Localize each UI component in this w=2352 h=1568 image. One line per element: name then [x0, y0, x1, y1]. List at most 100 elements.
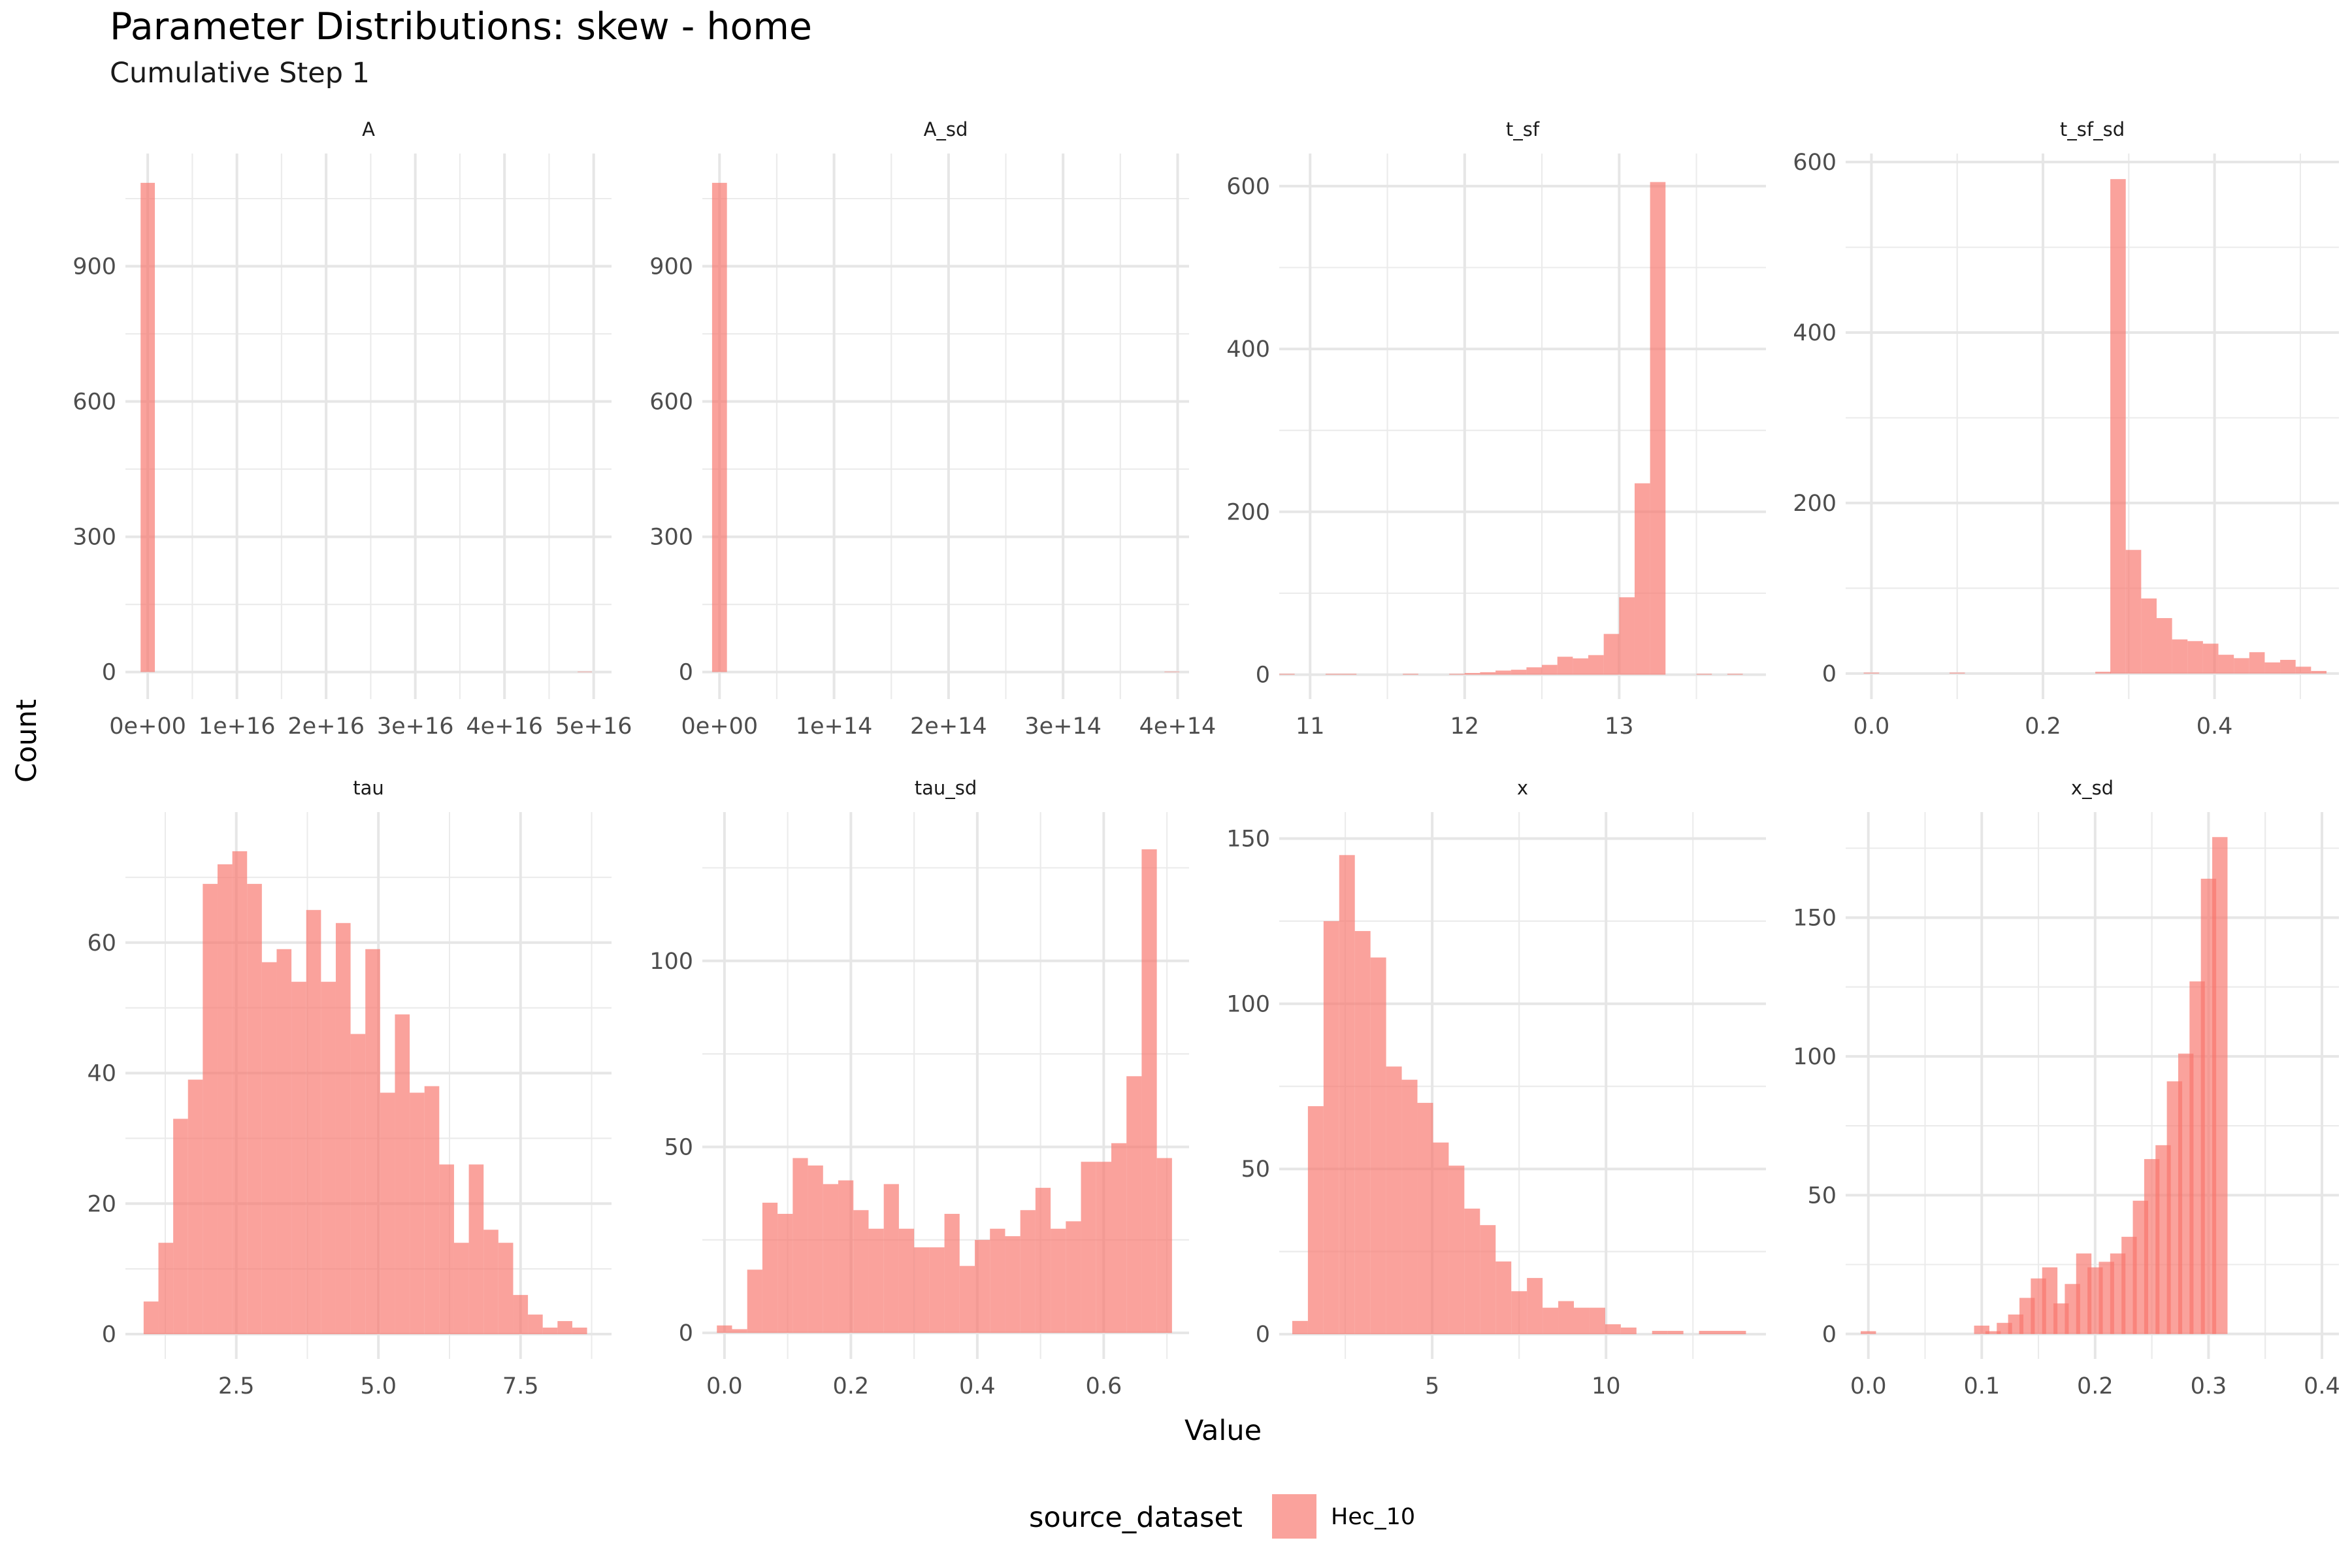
y-tick-label: 100	[1793, 1044, 1837, 1070]
histogram-bar	[868, 1228, 884, 1333]
histogram-bar	[1714, 1331, 1731, 1335]
histogram-bar	[335, 923, 351, 1335]
histogram-bar	[1156, 1158, 1172, 1333]
histogram-bar	[1543, 1307, 1559, 1335]
x-tick-label: 0.2	[833, 1373, 870, 1399]
y-tick-label: 600	[1793, 150, 1837, 176]
histogram-bar	[2141, 598, 2157, 674]
histogram-bar	[1542, 664, 1558, 675]
histogram-bar	[2218, 655, 2234, 674]
x-tick-label: 5.0	[360, 1373, 397, 1399]
histogram-bar	[483, 1230, 498, 1335]
histogram-bar	[572, 1328, 587, 1335]
legend-label-hec10: Hec_10	[1331, 1504, 1415, 1530]
x-tick-label: 10	[1592, 1373, 1621, 1399]
panel-t_sf: t_sf 11 12 13 0 200 400 600	[1226, 118, 1766, 740]
histogram-bar	[1323, 921, 1339, 1335]
histogram-bar	[2125, 549, 2142, 674]
histogram-bar	[929, 1247, 945, 1333]
histogram-bar	[468, 1164, 484, 1335]
x-tick-label: 0.6	[1086, 1373, 1122, 1399]
histogram-bar	[2264, 662, 2281, 674]
histogram-bar	[528, 1315, 543, 1335]
histogram-bar	[959, 1266, 975, 1333]
y-tick-label: 600	[73, 389, 116, 416]
histogram-bar	[1307, 1106, 1324, 1335]
histogram-bar	[2110, 179, 2126, 674]
y-tick-label: 0	[1822, 661, 1837, 687]
x-tick-label: 13	[1605, 713, 1634, 740]
histogram-bar	[1650, 182, 1666, 675]
histogram-bar	[203, 883, 218, 1335]
y-tick-label: 300	[73, 525, 116, 551]
histogram-bar	[557, 1321, 572, 1335]
y-tick-label: 0	[102, 1322, 116, 1348]
histogram-bar	[711, 182, 727, 672]
y-tick-label: 50	[1807, 1183, 1837, 1209]
y-tick-label: 100	[1226, 991, 1270, 1017]
histogram-bar	[2212, 837, 2228, 1334]
histogram-bar	[453, 1243, 469, 1335]
histogram-bar	[838, 1180, 854, 1333]
histogram-bar	[1527, 1278, 1543, 1335]
histogram-bar	[2172, 639, 2188, 674]
histogram-bar	[944, 1213, 960, 1333]
histogram-bar	[1573, 1307, 1590, 1335]
histogram-bar	[1433, 1142, 1449, 1335]
histogram-bar	[1005, 1236, 1021, 1333]
histogram-bar	[306, 909, 321, 1335]
legend: source_dataset Hec_10	[1029, 1494, 1415, 1539]
histogram-bar	[2234, 658, 2249, 674]
histogram-bar	[158, 1243, 174, 1335]
x-tick-label: 7.5	[502, 1373, 539, 1399]
histogram-bar	[1588, 655, 1604, 675]
histogram-bar	[2295, 666, 2311, 674]
x-tick-label: 0.3	[2191, 1373, 2227, 1399]
histogram-bar	[777, 1213, 793, 1333]
histogram-bar	[1464, 1208, 1480, 1335]
histogram-bar	[1511, 1291, 1527, 1335]
x-tick-label: 5e+16	[555, 713, 632, 740]
y-tick-label: 200	[1793, 491, 1837, 517]
x-tick-label: 0.4	[2197, 713, 2233, 740]
histogram-bar	[792, 1158, 808, 1333]
x-tick-label: 4e+14	[1139, 713, 1217, 740]
y-tick-label: 40	[87, 1061, 116, 1087]
x-tick-label: 1e+14	[796, 713, 873, 740]
y-tick-label: 400	[1226, 336, 1270, 363]
histogram-bar	[276, 949, 292, 1335]
panel-tau_sd: tau_sd 0.0 0.2 0.4 0.6 0 50 100	[649, 777, 1189, 1399]
x-tick-label: 0.0	[1854, 713, 1890, 740]
histogram-bar	[232, 851, 248, 1335]
histogram-bar	[542, 1328, 558, 1335]
histogram-bar	[1730, 1331, 1746, 1335]
facet-label: x_sd	[2071, 777, 2114, 799]
histogram-bar	[424, 1086, 440, 1335]
y-tick-label: 900	[73, 254, 116, 280]
histogram-bar	[365, 949, 380, 1335]
legend-key-hec10	[1272, 1494, 1316, 1539]
panel-t_sf_sd: t_sf_sd 0.0 0.2 0.4 0 200 400 600	[1793, 118, 2339, 740]
histogram-bar	[1619, 597, 1635, 675]
histogram-bar	[2187, 641, 2203, 674]
histogram-bar	[291, 981, 306, 1335]
histogram-bar	[2202, 644, 2219, 674]
histogram-bar	[1652, 1331, 1668, 1335]
histogram-bar	[1480, 672, 1496, 675]
histogram-bar	[1511, 670, 1527, 675]
facet-panels: A0e+00 1e+16 2e+16 3e+16 4e+16 5e+16030060090…	[73, 118, 2340, 1399]
histogram-bar	[410, 1092, 425, 1335]
histogram-bar	[990, 1228, 1005, 1333]
histogram-bar	[1495, 670, 1511, 675]
facet-label: t_sf	[1506, 118, 1540, 140]
y-tick-label: 400	[1793, 320, 1837, 346]
x-tick-label: 0.0	[1850, 1373, 1887, 1399]
x-tick-label: 2.5	[218, 1373, 255, 1399]
histogram-bar	[732, 1329, 747, 1333]
x-tick-label: 0.0	[706, 1373, 743, 1399]
y-tick-label: 50	[1241, 1156, 1270, 1183]
x-tick-label: 0.1	[1963, 1373, 2000, 1399]
histogram-bar	[1386, 1066, 1402, 1335]
y-tick-label: 0	[102, 660, 116, 686]
histogram-bar	[1126, 1076, 1142, 1333]
